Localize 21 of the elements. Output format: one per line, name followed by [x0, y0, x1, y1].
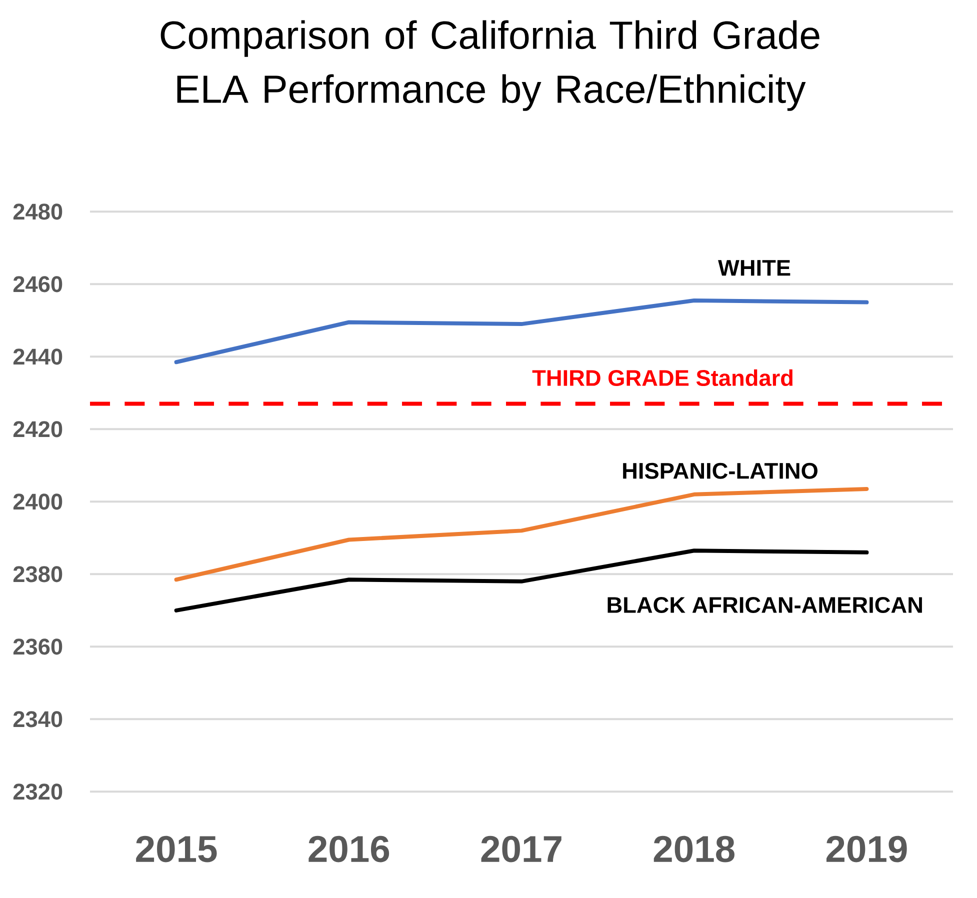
y-tick-label: 2360: [13, 638, 62, 655]
y-tick-label: 2420: [13, 421, 62, 438]
line-series: [174, 298, 869, 364]
y-tick-label: 2480: [13, 204, 62, 220]
x-tick-label: 2016: [308, 836, 390, 862]
y-tick-label: 2440: [13, 348, 62, 365]
y-tick-label: 2460: [13, 276, 62, 292]
x-tick-label: 2017: [481, 836, 562, 862]
x-tick-label: 2018: [654, 836, 734, 862]
series-label: BLACK AFRICAN-AMERICAN: [608, 596, 922, 614]
series-label: HISPANIC-LATINO: [623, 462, 818, 479]
y-tick-label: 2340: [13, 711, 62, 728]
y-tick-label: 2320: [13, 784, 62, 800]
chart-title: Comparison of California Third Grade ELA Performance by Race/Ethnicity: [160, 20, 820, 111]
series-label: WHITE: [718, 260, 790, 276]
x-tick-label: 2015: [136, 836, 217, 862]
line-series: [174, 487, 869, 582]
x-tick-label: 2019: [826, 836, 907, 862]
ref-line-label: THIRD GRADE Standard: [532, 369, 792, 386]
y-tick-label: 2400: [13, 494, 62, 510]
y-tick-label: 2380: [13, 566, 62, 582]
